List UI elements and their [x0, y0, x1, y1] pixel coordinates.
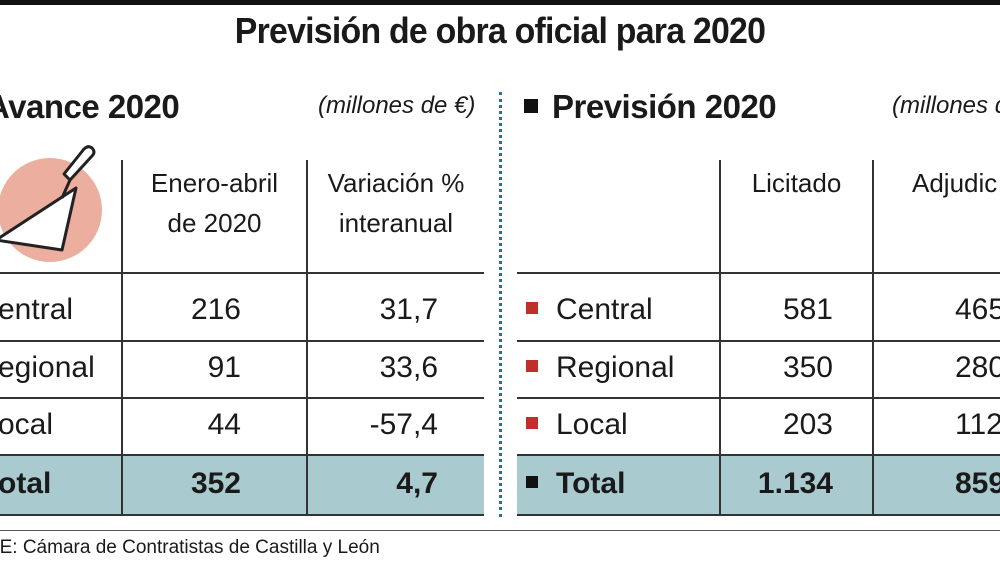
left-total-band: [0, 455, 484, 515]
left-row-label: entral: [0, 293, 74, 326]
left-row-variation: -57,4: [369, 408, 438, 441]
right-total-licitado: 1.134: [757, 467, 833, 500]
left-bottom-rule: [0, 514, 484, 516]
source-rule: [0, 530, 1000, 531]
source-note: TE: Cámara de Contratistas de Castilla y…: [0, 537, 380, 558]
left-header-col1-line1: Enero-abril: [150, 168, 279, 198]
panel-divider: [499, 92, 502, 517]
right-row-adjudicado: 465: [955, 293, 1000, 326]
bullet-square-icon: [526, 476, 538, 489]
right-row-label-text: Central: [556, 293, 653, 326]
bullet-square-icon: [524, 99, 538, 114]
right-row-label-text: Local: [556, 408, 628, 441]
page-title: Previsión de obra oficial para 2020: [234, 10, 766, 51]
right-total-label: Total: [526, 466, 625, 502]
right-bottom-rule: [517, 514, 1000, 516]
left-header-rule: [0, 272, 484, 274]
left-total-variation: 4,7: [396, 467, 438, 500]
left-total-label: otal: [0, 467, 52, 500]
right-col-divider-2: [872, 160, 874, 515]
right-header-rule: [517, 272, 1000, 274]
right-row-adjudicado: 280: [955, 351, 1000, 384]
bullet-red-square-icon: [526, 417, 538, 430]
right-total-band: [517, 455, 1000, 515]
left-row-label: ocal: [0, 408, 54, 441]
left-header-col2-line1: Variación %: [327, 168, 465, 198]
right-header-licitado: Licitado: [751, 168, 842, 198]
left-row-variation: 31,7: [379, 293, 438, 326]
left-col-divider-1: [121, 160, 123, 515]
bullet-red-square-icon: [526, 302, 538, 315]
right-col-divider-1: [719, 160, 721, 515]
left-row-label: egional: [0, 351, 95, 384]
right-panel-title-text: Previsión 2020: [552, 88, 777, 125]
right-row-adjudicado: 112: [955, 408, 1000, 441]
left-row-value: 44: [207, 408, 241, 441]
right-panel-title: Previsión 2020: [524, 88, 777, 126]
top-rule: [0, 0, 1000, 5]
right-panel-units: (millones de: [892, 92, 1000, 119]
left-row-variation: 33,6: [379, 351, 438, 384]
right-row-label: Local: [526, 407, 628, 443]
left-col-divider-2: [306, 160, 308, 515]
bullet-red-square-icon: [526, 360, 538, 373]
right-row-licitado: 581: [782, 293, 833, 326]
left-row-value: 216: [190, 293, 241, 326]
right-row-rule: [517, 397, 1000, 399]
right-total-adjudicado: 859: [955, 467, 1000, 500]
left-total-value: 352: [190, 467, 241, 500]
right-row-rule: [517, 340, 1000, 342]
left-header-col2-line2: interanual: [338, 208, 454, 238]
trowel-icon: [0, 145, 102, 262]
right-row-licitado: 350: [782, 351, 833, 384]
right-row-rule: [517, 454, 1000, 456]
right-row-label-text: Regional: [556, 351, 675, 384]
left-row-rule: [0, 340, 484, 342]
right-header-adjudicado: Adjudic: [912, 168, 998, 198]
left-row-rule: [0, 454, 484, 456]
left-panel-title: Avance 2020: [0, 88, 180, 125]
left-row-rule: [0, 397, 484, 399]
right-row-label: Regional: [526, 350, 674, 386]
right-total-label-text: Total: [556, 467, 626, 500]
right-row-licitado: 203: [782, 408, 833, 441]
left-panel-units: (millones de €): [318, 92, 476, 119]
right-row-label: Central: [526, 292, 653, 328]
left-row-value: 91: [207, 351, 241, 384]
left-header-col1-line2: de 2020: [167, 208, 262, 238]
